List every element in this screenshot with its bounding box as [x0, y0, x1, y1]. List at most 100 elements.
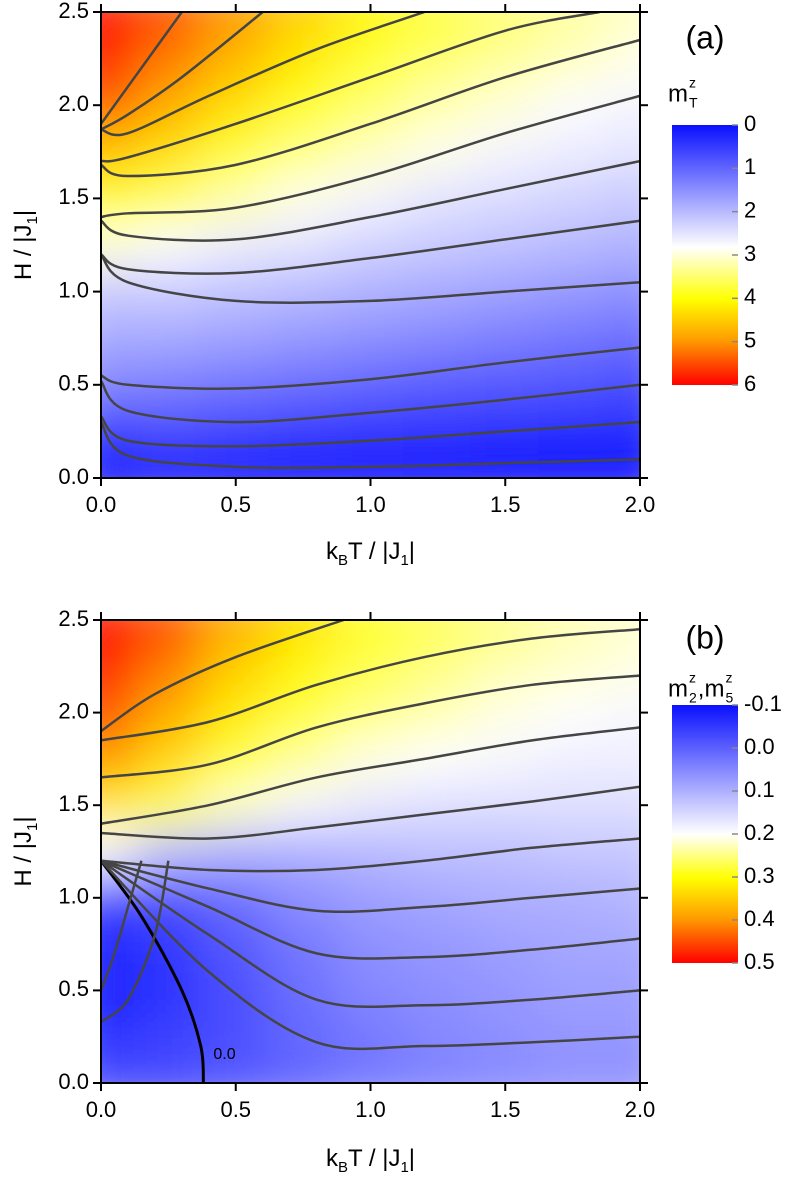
heatmap-cell [268, 966, 338, 1015]
colorbar [672, 125, 738, 385]
colorbar-title: m [668, 80, 688, 107]
contour-line [101, 859, 640, 960]
heatmap-cell [403, 127, 473, 177]
heatmap-cell [403, 12, 473, 37]
y-tick-label: 1.5 [58, 184, 89, 209]
heatmap-cell [335, 1058, 406, 1083]
subscript: 1 [24, 823, 41, 831]
subscript: B [338, 552, 348, 569]
heatmap-cell [133, 734, 204, 784]
heatmap-cell [268, 688, 338, 737]
heatmap-cell [335, 734, 406, 784]
heatmap-cell [537, 80, 608, 130]
heatmap-cell [268, 642, 338, 691]
y-tick-label: 2.0 [58, 91, 89, 116]
colorbar-tick-label: 0.3 [744, 863, 775, 888]
heatmap-cell [133, 642, 204, 691]
heatmap-cell [133, 620, 204, 645]
heatmap-cell [268, 313, 338, 363]
colorbar-title: m [668, 675, 688, 702]
heatmap-cell [537, 174, 608, 223]
plot-area [101, 12, 640, 478]
y-tick-label: 2.0 [58, 698, 89, 723]
heatmap-cell [133, 688, 204, 737]
heatmap-cell [403, 407, 473, 456]
heatmap-cell [268, 453, 338, 478]
heatmap-cell [537, 1058, 608, 1083]
colorbar-tick-label: 0.0 [744, 734, 775, 759]
heatmap-cell [403, 267, 473, 316]
y-tick-label: 0.0 [58, 1069, 89, 1094]
x-tick-label: 1.5 [490, 1097, 521, 1122]
heatmap-cell [133, 220, 204, 270]
x-tick-label: 0.5 [220, 492, 251, 517]
x-axis-label: kBT / |J1| [326, 538, 415, 569]
contour-line [101, 12, 425, 137]
heatmap-cell [403, 827, 473, 876]
heatmap-cell [101, 1058, 136, 1083]
heatmap-cell [605, 267, 640, 316]
heatmap-cell [133, 1058, 204, 1083]
heatmap-cell [201, 34, 271, 83]
heatmap-cell [201, 919, 271, 969]
y-axis-label: H / |J1| [10, 210, 41, 280]
heatmap-cell [133, 1012, 204, 1061]
heatmap-cell [403, 34, 473, 83]
heatmap-cell [470, 1012, 540, 1061]
heatmap-cell [101, 453, 136, 478]
heatmap-cell [470, 127, 540, 177]
heatmap-cell [605, 407, 640, 456]
heatmap-cell [268, 12, 338, 37]
heatmap-cell [537, 688, 608, 737]
heatmap-cell [537, 781, 608, 830]
contour-line [101, 12, 264, 131]
heatmap-cell [537, 827, 608, 876]
heatmap-cell [403, 781, 473, 830]
heatmap-cell [335, 642, 406, 691]
heatmap-cell [101, 407, 136, 456]
heatmap-cell [268, 1058, 338, 1083]
subscript: 1 [24, 216, 41, 224]
heatmap-cell [605, 919, 640, 969]
contour-line [101, 674, 640, 779]
heatmap-cell [101, 313, 136, 363]
heatmap-cell [537, 453, 608, 478]
contour-line [101, 785, 640, 840]
heatmap-cell [537, 407, 608, 456]
heatmap-cell [605, 453, 640, 478]
heatmap-cell [335, 360, 406, 410]
x-tick-label: 2.0 [625, 1097, 656, 1122]
heatmap-cell [470, 734, 540, 784]
contour-line [101, 415, 640, 448]
heatmap-cell [268, 34, 338, 83]
heatmap-cell [605, 873, 640, 922]
heatmap-cell [470, 919, 540, 969]
heatmap-cell [537, 360, 608, 410]
heatmap-cell [470, 1058, 540, 1083]
heatmap-cell [201, 407, 271, 456]
contour-line [101, 346, 640, 390]
heatmap-cell [470, 220, 540, 270]
contour-line [101, 859, 640, 1009]
label-part: H / |J [10, 225, 37, 281]
heatmap-cell [101, 12, 136, 37]
colorbar-tick-label: 4 [744, 284, 756, 309]
y-tick-label: 1.5 [58, 791, 89, 816]
x-tick-label: 2.0 [625, 492, 656, 517]
heatmap-cell [403, 620, 473, 645]
heatmap-cell [201, 1012, 271, 1061]
heatmap-cell [335, 80, 406, 130]
heatmap-cell [537, 734, 608, 784]
heatmap-cell [133, 174, 204, 223]
heatmap-cell [335, 873, 406, 922]
x-tick-label: 0.0 [86, 492, 117, 517]
heatmap-cell [537, 966, 608, 1015]
heatmap-cell [470, 313, 540, 363]
heatmap-cell [133, 360, 204, 410]
label-part: | [409, 1145, 415, 1172]
heatmap-cell [268, 873, 338, 922]
contour-line [101, 159, 640, 242]
heatmap-cell [605, 220, 640, 270]
heatmap-cell [133, 873, 204, 922]
